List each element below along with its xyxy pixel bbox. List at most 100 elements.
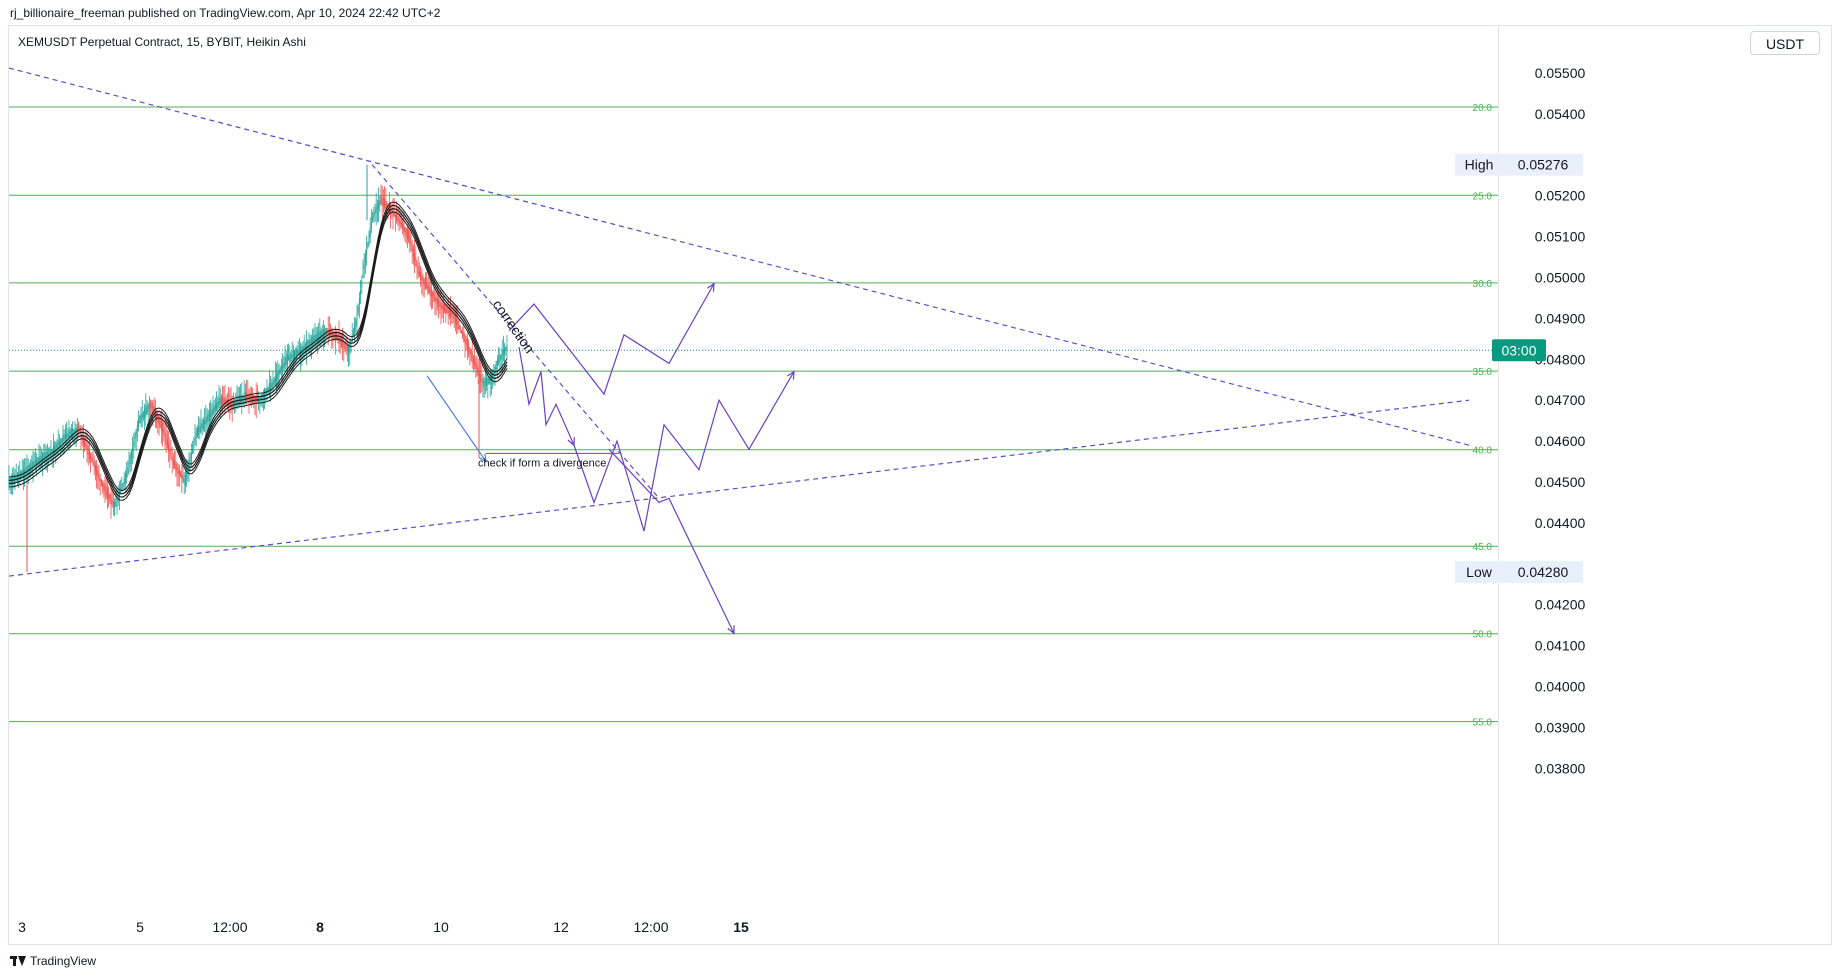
candle-body <box>412 248 414 257</box>
candle-body <box>478 369 480 380</box>
candle-body <box>156 411 158 421</box>
candle-body <box>416 263 418 269</box>
y-tick-label: 0.03800 <box>1535 760 1586 776</box>
candle-body <box>424 279 426 289</box>
candle-body <box>483 378 485 389</box>
candle-body <box>344 343 346 350</box>
candle-body <box>116 499 118 503</box>
candle-body <box>190 452 192 459</box>
y-tick-label: 0.05400 <box>1535 106 1586 122</box>
candle-body <box>460 329 462 334</box>
candle-body <box>226 399 228 406</box>
candle-body <box>428 285 430 295</box>
candle-body <box>447 308 449 314</box>
candle-body <box>240 395 242 403</box>
candle-body <box>363 264 365 270</box>
candle-body <box>87 446 89 456</box>
high-badge-value: 0.05276 <box>1518 157 1569 173</box>
candle-body <box>357 306 359 314</box>
candle-body <box>30 464 32 470</box>
candle-body <box>302 345 304 354</box>
candle-body <box>338 333 340 344</box>
symbol-legend[interactable]: XEMUSDT Perpetual Contract, 15, BYBIT, H… <box>18 35 306 49</box>
candle-body <box>487 378 489 385</box>
candle-body <box>127 467 129 474</box>
candle-body <box>466 339 468 350</box>
candle-body <box>189 459 191 463</box>
candle-body <box>450 308 452 317</box>
x-tick-label: 12:00 <box>633 919 668 935</box>
candle-body <box>411 245 413 252</box>
candle-body <box>373 212 375 217</box>
candle-body <box>132 446 134 452</box>
candle-body <box>97 469 99 478</box>
candle-body <box>354 323 356 333</box>
candle-body <box>32 460 34 470</box>
candle-body <box>297 350 299 355</box>
candle-body <box>112 501 114 507</box>
candle-body <box>420 271 422 281</box>
candle-body <box>397 216 399 222</box>
candle-body <box>501 349 503 360</box>
candle-body <box>84 437 86 447</box>
candle-body <box>232 401 234 407</box>
candle-body <box>61 438 63 443</box>
tradingview-logo[interactable]: TradingView <box>10 954 96 968</box>
candle-body <box>418 271 420 277</box>
x-tick-label: 5 <box>136 919 144 935</box>
y-tick-label: 0.04800 <box>1535 351 1586 367</box>
candle-body <box>271 382 273 388</box>
candle-body <box>367 242 369 248</box>
currency-button[interactable]: USDT <box>1750 31 1820 55</box>
candle-body <box>88 448 90 459</box>
candle-body <box>134 435 136 442</box>
candle-body <box>379 199 381 205</box>
candle-body <box>186 473 188 478</box>
candle-body <box>494 367 496 372</box>
candle-body <box>120 488 122 495</box>
low-badge-label-bg <box>1455 560 1503 583</box>
candle-body <box>187 467 189 474</box>
candle-body <box>322 328 324 338</box>
candle-body <box>372 216 374 221</box>
candle-body <box>340 336 342 348</box>
publisher-line: rj_billionaire_freeman published on Trad… <box>10 6 441 20</box>
candle-body <box>477 367 479 376</box>
candle-body <box>64 433 66 440</box>
candle-body <box>369 227 371 237</box>
candle-body <box>343 340 345 349</box>
candle-body <box>309 340 311 346</box>
candle-body <box>170 453 172 457</box>
candle-body <box>123 478 125 485</box>
y-tick-label: 0.05100 <box>1535 229 1586 245</box>
candle-body <box>210 412 212 417</box>
candle-body <box>172 459 174 465</box>
candle-body <box>117 494 119 502</box>
candle-body <box>464 333 466 344</box>
candle-body <box>408 230 410 242</box>
candle-body <box>164 433 166 438</box>
candle-body <box>349 343 351 352</box>
price-axis-area[interactable] <box>1499 25 1832 945</box>
candle-body <box>387 203 389 211</box>
candle-body <box>199 425 201 433</box>
candle-body <box>201 423 203 429</box>
y-tick-label: 0.04600 <box>1535 433 1586 449</box>
candle-body <box>308 339 310 350</box>
candle-body <box>370 222 372 229</box>
projection-paths <box>508 282 795 635</box>
candle-body <box>235 399 237 406</box>
y-tick-label: 0.04900 <box>1535 310 1586 326</box>
candle-body <box>177 466 179 474</box>
candle-body <box>220 396 222 405</box>
candle-body <box>321 329 323 338</box>
candle-body <box>332 331 334 339</box>
candle-body <box>56 444 58 449</box>
y-tick-label: 0.04100 <box>1535 638 1586 654</box>
candle-body <box>432 292 434 297</box>
candle-body <box>224 397 226 406</box>
candle-body <box>54 445 56 453</box>
candle-body <box>474 358 476 367</box>
candle-body <box>195 433 197 440</box>
